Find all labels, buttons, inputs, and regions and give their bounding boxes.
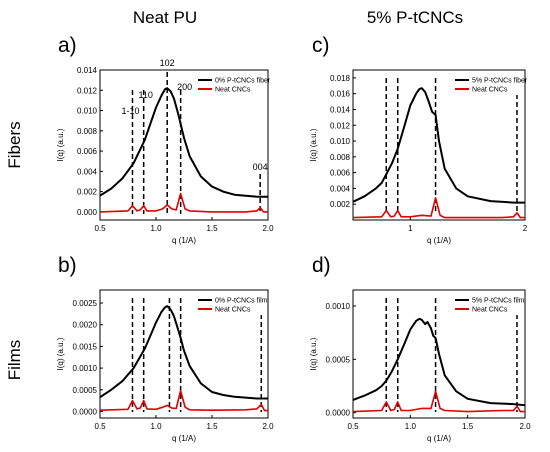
chart-panel-a: a) 0.5 1.0 1.5 2.0 0.000 0.002 0.004 0.006 0.008 0… — [56, 34, 274, 245]
x-tick-label: 0.5 — [94, 422, 106, 431]
plot-frame — [99, 289, 269, 419]
y-axis-label: I(q) (a.u.) — [56, 128, 65, 161]
x-tick-label: 1.5 — [206, 224, 218, 233]
header-neat-pu: Neat PU — [133, 8, 197, 27]
legend-entry: Neat CNCs — [215, 307, 251, 314]
y-axis-label: I(q) (a.u.) — [56, 337, 65, 370]
y-tick-label: 0.016 — [330, 90, 351, 99]
x-tick-label: 1.5 — [206, 422, 218, 431]
chart-panel-d: d) 0.5 1.0 1.5 2.0 0.0000 0.0005 0.0010 q (1/A) I… — [309, 254, 531, 443]
panel-label-a: a) — [58, 34, 77, 57]
y-tick-label: 0.012 — [330, 121, 351, 130]
series-line-neat-cncs — [352, 390, 525, 413]
legend-entry: Neat CNCs — [472, 87, 508, 94]
y-tick-label: 0.006 — [77, 147, 98, 156]
y-tick-label: 0.0000 — [326, 409, 351, 418]
y-tick-label: 0.0005 — [73, 386, 98, 395]
x-tick-label: 2.0 — [262, 224, 274, 233]
peak-annotation: 102 — [160, 58, 175, 68]
y-tick-label: 0.0005 — [326, 355, 351, 364]
x-tick-label: 1.0 — [150, 224, 162, 233]
y-tick-label: 0.012 — [77, 86, 98, 95]
series-line-sample — [99, 87, 268, 198]
x-axis-label: q (1/A) — [427, 236, 451, 245]
series-line-sample — [99, 305, 268, 400]
series-line-neat-cncs — [352, 197, 525, 219]
chart-panel-c: c) 1 2 0.002 0.004 0.006 0.008 0.010 0.012 0.014 0… — [309, 34, 528, 245]
y-tick-label: 0.014 — [330, 105, 351, 114]
legend-entry: Neat CNCs — [215, 87, 251, 94]
y-axis-label: I(q) (a.u.) — [309, 337, 318, 370]
y-tick-label: 0.018 — [330, 74, 351, 83]
x-tick-label: 0.5 — [94, 224, 106, 233]
y-tick-label: 0.002 — [330, 200, 351, 209]
y-tick-label: 0.0020 — [73, 321, 98, 330]
y-tick-label: 0.0010 — [73, 364, 98, 373]
peak-annotation: 200 — [177, 82, 192, 92]
y-tick-label: 0.014 — [77, 66, 98, 75]
x-tick-label: 1.0 — [150, 422, 162, 431]
legend-entry: Neat CNCs — [472, 307, 508, 314]
plot-frame — [352, 289, 526, 419]
panel-label-c: c) — [312, 34, 330, 57]
series-line-sample — [352, 87, 525, 204]
x-axis-label: q (1/A) — [172, 434, 196, 443]
x-tick-label: 2.0 — [262, 422, 274, 431]
x-axis-label: q (1/A) — [427, 434, 451, 443]
row-label-fibers: Fibers — [5, 121, 24, 168]
y-tick-label: 0.010 — [330, 137, 351, 146]
series-line-neat-cncs — [99, 192, 268, 213]
y-tick-label: 0.008 — [77, 127, 98, 136]
panel-label-d: d) — [312, 254, 331, 277]
header-5pct-ptcncs: 5% P-tCNCs — [367, 8, 463, 27]
legend-entry: 5% P-tCNCs film — [472, 298, 525, 305]
y-tick-label: 0.004 — [330, 184, 351, 193]
x-axis-label: q (1/A) — [172, 236, 196, 245]
series-line-sample — [352, 317, 526, 407]
y-tick-label: 0.000 — [77, 208, 98, 217]
x-tick-label: 1 — [408, 224, 413, 233]
legend-entry: 0% P-tCNCs film — [215, 298, 268, 305]
x-tick-label: 0.5 — [347, 422, 359, 431]
y-tick-label: 0.006 — [330, 169, 351, 178]
panel-label-b: b) — [58, 254, 77, 277]
chart-panel-b: b) 0.5 1.0 1.5 2.0 0.0000 0.0005 0.0010 0.0015 0.… — [56, 254, 274, 443]
y-tick-label: 0.002 — [77, 188, 98, 197]
y-tick-label: 0.004 — [77, 167, 98, 176]
plot-frame — [352, 69, 526, 221]
x-tick-label: 1.5 — [462, 422, 474, 431]
y-tick-label: 0.0015 — [73, 342, 98, 351]
row-label-films: Films — [5, 340, 24, 381]
y-axis-label: I(q) (a.u.) — [309, 128, 318, 161]
peak-annotation: 110 — [139, 90, 153, 100]
peak-annotation: 004 — [253, 162, 268, 172]
legend-entry: 0% P-tCNCs fiber — [215, 78, 271, 85]
y-tick-label: 0.0000 — [73, 407, 98, 416]
x-tick-label: 2.0 — [519, 422, 531, 431]
legend-entry: 5% P-tCNCs fiber — [472, 78, 528, 85]
y-tick-label: 0.0010 — [326, 302, 351, 311]
y-tick-label: 0.008 — [330, 153, 351, 162]
y-tick-label: 0.010 — [77, 107, 98, 116]
x-tick-label: 1.0 — [405, 422, 417, 431]
peak-annotation: 1-10 — [121, 106, 139, 116]
x-tick-label: 2 — [523, 224, 528, 233]
plot-frame — [99, 69, 269, 221]
series-line-neat-cncs — [99, 389, 268, 412]
y-tick-label: 0.0025 — [73, 299, 98, 308]
